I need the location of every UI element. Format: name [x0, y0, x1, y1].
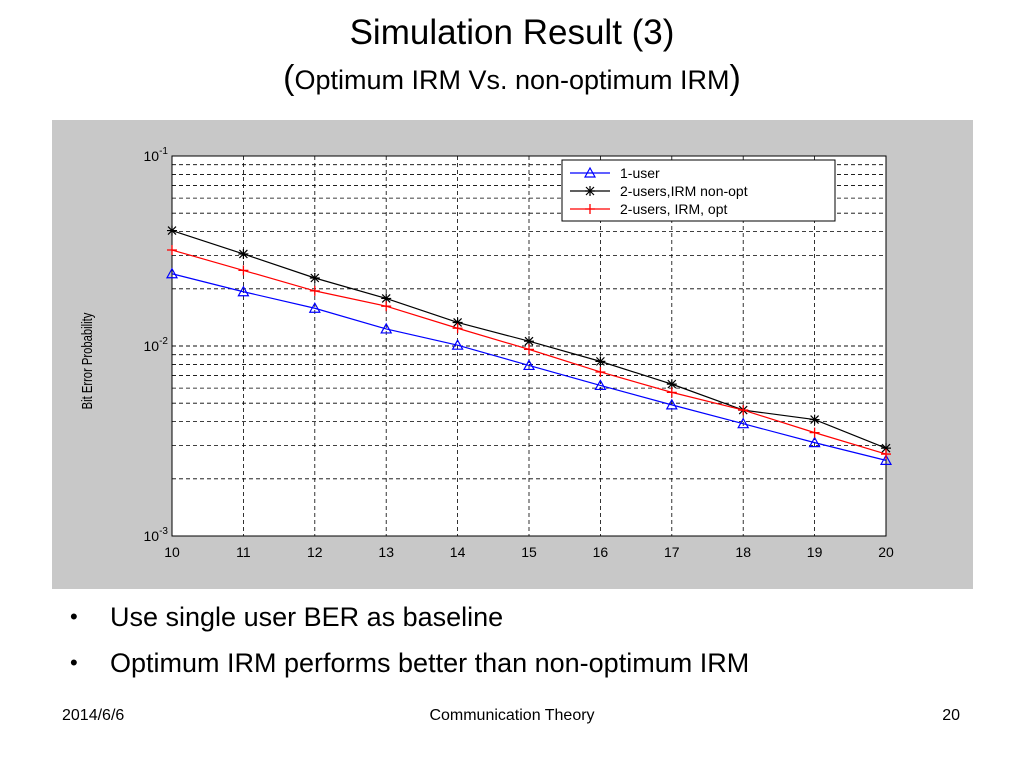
footer-date: 2014/6/6 [62, 707, 125, 724]
page-number: 20 [942, 707, 960, 724]
data-point-series-2 [238, 248, 249, 259]
slide-subtitle: (Optimum IRM Vs. non-optimum IRM) [0, 58, 1024, 100]
data-point-series-3 [309, 285, 320, 296]
bullet-dot: • [70, 650, 78, 675]
data-point-series-1 [737, 417, 750, 429]
x-tick-label: 10 [164, 544, 180, 560]
subtitle-text: Optimum IRM Vs. non-optimum IRM [294, 65, 730, 95]
y-axis-label: Bit Error Probability [78, 312, 95, 409]
plot-frame [171, 155, 887, 537]
data-point-series-1 [879, 454, 893, 465]
slide-title: Simulation Result (3) [349, 13, 675, 52]
legend-label: 2-users,IRM non-opt [620, 183, 748, 199]
x-tick-label: 18 [735, 544, 751, 560]
y-tick-label: 10-2 [144, 336, 169, 354]
data-point-series-3 [167, 245, 177, 256]
bullet-text: Optimum IRM performs better than non-opt… [110, 648, 750, 678]
bullet-text: Use single user BER as baseline [110, 602, 504, 632]
data-point-series-3 [738, 405, 749, 416]
data-point-series-3 [666, 387, 677, 398]
x-tick-label: 12 [307, 544, 323, 560]
data-point-series-2 [881, 443, 891, 454]
bullet-item: • Use single user BER as baseline [70, 597, 749, 643]
data-point-series-2 [524, 336, 534, 347]
legend-label: 1-user [620, 165, 660, 181]
ber-chart: 10 11 12 13 14 15 16 17 18 19 20 10-3 10-2 10-1 Bit Er… [78, 146, 894, 560]
subtitle-close-paren: ) [729, 59, 741, 97]
data-point-series-1 [594, 379, 607, 391]
data-point-series-2 [595, 356, 606, 367]
bullet-item: • Optimum IRM performs better than non-o… [70, 643, 749, 689]
data-point-series-1 [237, 285, 250, 297]
data-point-series-1 [665, 398, 678, 410]
x-tick-label: 20 [878, 544, 894, 560]
data-point-series-1 [451, 338, 464, 350]
y-tick-label: 10-1 [144, 146, 169, 164]
legend-label: 2-users, IRM, opt [620, 201, 727, 217]
plot-panel: 10 11 12 13 14 15 16 17 18 19 20 10-3 10-2 10-1 Bit Er… [52, 120, 973, 589]
data-point-series-3 [452, 323, 463, 334]
data-point-series-2 [309, 272, 320, 283]
data-point-series-1 [308, 302, 321, 313]
data-point-series-3 [881, 449, 891, 460]
footer-title: Communication Theory [429, 707, 595, 724]
data-point-series-2 [666, 379, 677, 390]
data-point-series-1 [165, 267, 179, 279]
data-point-series-2 [809, 414, 820, 425]
x-tick-label: 14 [450, 544, 466, 560]
data-point-series-1 [522, 359, 536, 371]
data-point-series-3 [381, 301, 392, 312]
x-tick-label: 19 [807, 544, 823, 560]
data-point-series-3 [809, 427, 820, 438]
data-point-series-1 [808, 436, 821, 448]
legend-swatch-marker [585, 204, 595, 214]
x-tick-label: 17 [664, 544, 680, 560]
x-tick-label: 11 [236, 544, 251, 560]
x-tick-label: 16 [593, 544, 609, 560]
legend-swatch-marker [585, 186, 595, 196]
data-point-series-2 [452, 317, 463, 328]
data-point-series-1 [380, 322, 393, 334]
data-point-series-3 [595, 366, 606, 377]
bullet-dot: • [70, 604, 78, 629]
y-tick-label: 10-3 [144, 526, 169, 544]
x-tick-label: 13 [378, 544, 394, 560]
x-tick-label: 15 [521, 544, 537, 560]
data-point-series-3 [524, 344, 534, 355]
legend-swatch-marker [583, 166, 597, 178]
bullet-list: • Use single user BER as baseline • Opti… [70, 597, 749, 689]
subtitle-open-paren: ( [283, 59, 295, 97]
series-line-1 [171, 273, 887, 461]
data-point-series-3 [238, 265, 249, 276]
data-point-series-2 [381, 293, 392, 304]
data-point-series-2 [167, 225, 177, 236]
